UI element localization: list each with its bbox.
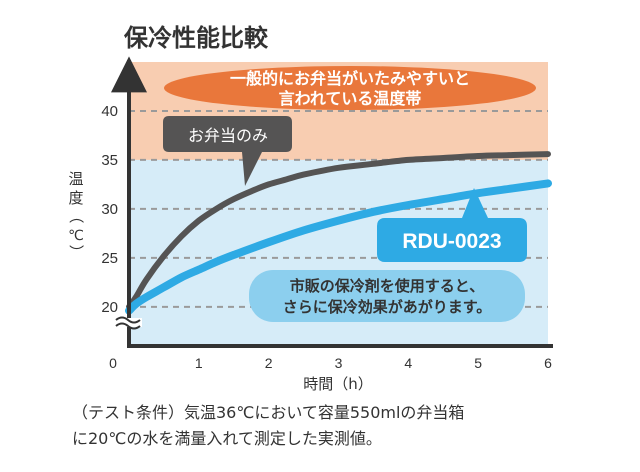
y-axis-label-char-5: ） [67, 244, 85, 259]
x-tick-labels: 1 2 3 4 5 6 [195, 355, 552, 371]
series-label-callout-rdu-0023 [377, 188, 527, 262]
axis-break [115, 316, 142, 330]
y-axis-label: 温 度 （ ℃ ） [67, 170, 85, 260]
x-tick-label-4: 4 [404, 355, 412, 371]
band-label-pill [164, 66, 536, 110]
annotation-line-1: 市販の保冷剤を使用すると、 [290, 277, 484, 295]
footnote-line-1: （テスト条件）気温36℃において容量550mlの弁当箱 [72, 403, 465, 422]
x-tick-label-2: 2 [265, 355, 273, 371]
y-axis-label-char-2: 度 [68, 189, 83, 207]
y-tick-labels: 20 25 30 35 40 [101, 103, 118, 316]
series-label-callout-bento-only [163, 116, 292, 186]
y-axis-label-char-3: （ [67, 208, 85, 223]
series-label-rdu-0023: RDU-0023 [377, 188, 527, 262]
series-label-text-rdu-0023: RDU-0023 [402, 230, 501, 253]
x-tick-label-5: 5 [474, 355, 482, 371]
x-tick-label-3: 3 [335, 355, 343, 371]
series-line-rdu-0023 [125, 179, 552, 315]
footnote-line-2: に20℃の水を満量入れて測定した実測値。 [72, 429, 382, 448]
footnote: （テスト条件）気温36℃において容量550mlの弁当箱 に20℃の水を満量入れて… [72, 400, 632, 452]
y-tick-label-40: 40 [101, 103, 118, 120]
chart-title: 保冷性能比較 [123, 24, 269, 52]
series-label-bento-only: お弁当のみ [163, 116, 292, 186]
annotation: 市販の保冷剤を使用すると、 さらに保冷効果があがります。 [249, 270, 525, 322]
x-tick-label-1: 1 [195, 355, 203, 371]
origin-label: 0 [109, 355, 117, 371]
axis-break-mark-lower [115, 322, 141, 330]
band-label-line-1: 一般的にお弁当がいたみやすいと [230, 69, 470, 88]
axis-break-mark-upper [115, 316, 141, 324]
x-tick-label-6: 6 [544, 355, 552, 371]
y-tick-label-35: 35 [101, 152, 118, 169]
band-label-line-2: 言われている温度帯 [279, 89, 422, 108]
series-line-bento-only [126, 151, 551, 310]
y-tick-label-20: 20 [101, 299, 118, 316]
annotation-line-2: さらに保冷効果があがります。 [283, 298, 492, 316]
chart: 保冷性能比較 一般的にお弁当がいたみやすいと 言われている温度帯 お弁当のみ R… [67, 24, 553, 393]
x-axis-label: 時間（h） [303, 375, 373, 393]
y-tick-label-30: 30 [101, 201, 118, 218]
band-label: 一般的にお弁当がいたみやすいと 言われている温度帯 [164, 66, 536, 110]
y-axis-label-char-1: 温 [68, 170, 83, 188]
y-axis-label-char-4: ℃ [68, 228, 84, 244]
y-tick-label-25: 25 [101, 250, 118, 267]
series-label-text-bento-only: お弁当のみ [188, 126, 268, 145]
annotation-box [249, 270, 525, 322]
